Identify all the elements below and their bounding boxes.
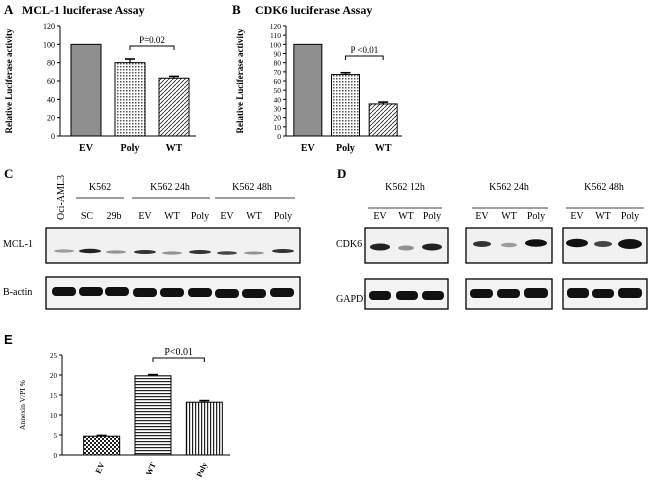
bar-poly [185,401,223,456]
panel-letter-e: E [4,332,13,347]
blot-d-bands-gapdh [369,288,642,300]
chart-b-title: CDK6 luciferase Assay [255,3,372,17]
bar-poly [114,62,146,137]
blot-c-control-label: Oci-AML3 [56,175,67,220]
y-tick-label: 70 [274,68,282,77]
blot-panel-c: Oci-AML3 K562 SC 29b K562 24h EV WT Poly… [3,175,301,310]
blot-c-lane-label: EV [220,211,234,222]
y-tick-label: 60 [47,77,55,86]
y-tick-label: 25 [50,352,58,360]
blot-c-lane-label: EV [138,211,152,222]
bar-poly [331,74,360,137]
blot-c-group-label: K562 48h [232,182,272,193]
blot-d-lane-label: Poly [423,211,441,222]
blot-d-lane-label: WT [398,211,414,222]
y-axis-label: Relative Luciferase activity [4,28,14,133]
bar-wt [158,77,190,137]
blot-c-lane-label: WT [164,211,180,222]
blot-d-lane-label: EV [373,211,387,222]
blot-c-lane-label: 29b [107,211,122,222]
blot-c-lane-label: SC [81,211,94,222]
blot-c-lane-label: WT [246,211,262,222]
x-tick-label: Poly [195,461,210,478]
y-tick-label: 0 [277,132,281,141]
x-tick-label: Poly [336,143,355,154]
y-tick-label: 50 [274,86,282,95]
y-tick-label: 15 [50,392,58,400]
blot-c-bands-mcl1 [54,248,294,255]
p-value-label: P<0.01 [164,347,193,358]
blot-d-bands-cdk6 [370,238,642,251]
y-tick-label: 20 [274,114,282,123]
bar-ev [83,435,121,456]
blot-d-row-label-gapdh: GAPDH [336,294,370,305]
y-tick-label: 5 [54,432,58,440]
blot-c-bands-bactin [52,287,294,298]
blot-d-group-label: K562 12h [385,182,425,193]
blot-d-lane-label: WT [595,211,611,222]
y-axis-label: Relative Luciferase activity [235,28,245,133]
blot-c-group-label: K562 24h [150,182,190,193]
blot-d-group-label: K562 24h [489,182,529,193]
bar-wt [134,375,172,456]
x-tick-label: Poly [121,143,140,154]
y-axis-label: Annexin V/PI % [18,380,27,430]
y-tick-label: 30 [274,105,282,114]
y-tick-label: 20 [50,372,58,380]
blot-c-lane-label: Poly [191,211,209,222]
blot-d-lane-label: Poly [621,211,639,222]
significance-bracket [129,45,175,50]
y-tick-label: 40 [47,95,55,104]
chart-e-annexin: 0 5 10 15 20 25 Annexin V/PI % EV WT Poly P<0.01 [18,347,230,479]
blot-c-group-label: K562 [89,182,111,193]
blot-d-lane-label: EV [475,211,489,222]
blot-c-row-label-bactin: B-actin [3,287,32,298]
y-tick-label: 60 [274,77,282,86]
blot-c-lane-label: Poly [274,211,292,222]
y-tick-label: 110 [270,31,281,40]
significance-bracket [345,55,384,60]
chart-a-luciferase-mcl1: 0 20 40 60 80 100 120 Relative Luciferase activ… [4,22,196,154]
blot-c-row-label-mcl1: MCL-1 [3,239,33,250]
y-tick-label: 80 [47,59,55,68]
bar-ev [293,43,323,137]
p-value-label: P <0.01 [350,45,378,55]
blot-c-strip-mcl1 [45,227,301,264]
p-value-label: P=0.02 [139,35,165,45]
blot-d-group-label: K562 48h [584,182,624,193]
y-tick-label: 100 [43,40,55,49]
blot-d-lane-label: Poly [527,211,545,222]
y-tick-label: 90 [274,50,282,59]
x-tick-label: EV [79,143,94,154]
y-tick-label: 0 [54,452,58,460]
x-tick-label: WT [375,143,392,154]
blot-panel-d: K562 12h EV WT Poly K562 24h EV WT Poly … [336,182,648,310]
x-tick-label: WT [166,143,183,154]
y-tick-label: 10 [50,412,58,420]
blot-d-lane-label: WT [501,211,517,222]
panel-letter-d: D [337,166,346,181]
panel-letter-b: B [232,2,241,17]
y-tick-label: 10 [274,123,282,132]
blot-d-lane-label: EV [570,211,584,222]
blot-d-row-label-cdk6: CDK6 [336,239,362,250]
y-tick-label: 120 [43,22,55,31]
bar-ev [70,43,102,137]
x-tick-label: WT [144,460,158,476]
x-tick-label: EV [94,461,107,475]
y-tick-label: 40 [274,95,282,104]
y-tick-label: 20 [47,114,55,123]
significance-bracket [152,357,205,362]
x-tick-label: EV [301,143,316,154]
panel-letter-c: C [4,166,13,181]
y-tick-label: 120 [270,22,282,31]
y-tick-label: 0 [51,132,55,141]
y-tick-label: 80 [274,59,282,68]
chart-a-title: MCL-1 luciferase Assay [22,3,145,17]
y-tick-label: 100 [270,40,282,49]
bar-wt [368,103,398,137]
panel-letter-a: A [4,2,14,17]
